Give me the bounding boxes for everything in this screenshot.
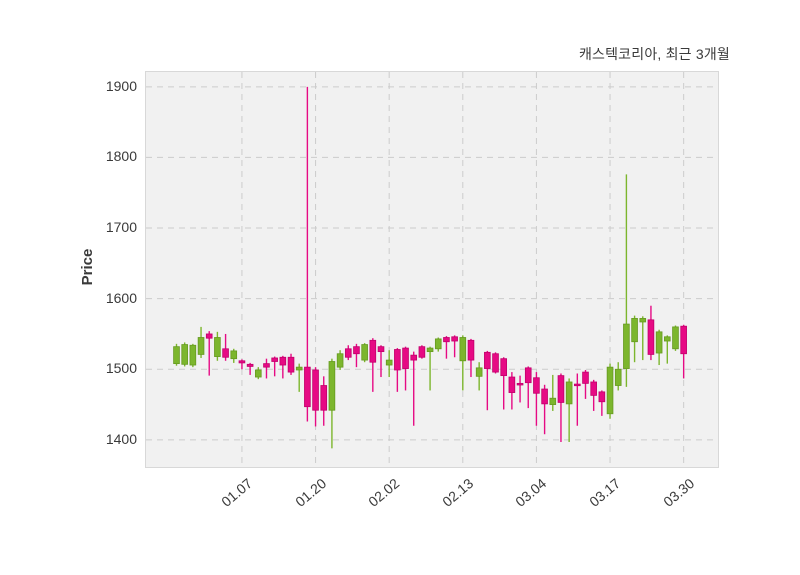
x-tick-label: 02.02 bbox=[365, 475, 403, 510]
candle bbox=[255, 367, 262, 380]
candle bbox=[516, 375, 524, 403]
candle bbox=[549, 374, 557, 411]
candle bbox=[426, 346, 434, 391]
candle bbox=[664, 335, 671, 364]
y-tick-label: 1900 bbox=[105, 77, 137, 94]
candle bbox=[320, 376, 328, 426]
candle bbox=[181, 342, 188, 367]
x-tick-label: 03.04 bbox=[512, 475, 550, 510]
candle bbox=[246, 362, 254, 375]
candle bbox=[492, 352, 499, 374]
candle bbox=[344, 345, 352, 361]
candle bbox=[230, 348, 238, 363]
y-tick-label: 1800 bbox=[105, 148, 137, 165]
candle bbox=[508, 372, 516, 410]
candle bbox=[590, 379, 597, 411]
candle bbox=[369, 338, 377, 392]
candle bbox=[524, 366, 532, 409]
candle bbox=[385, 350, 393, 378]
candle bbox=[614, 362, 622, 391]
candle bbox=[197, 326, 205, 358]
candle bbox=[500, 357, 507, 410]
candle bbox=[467, 338, 475, 378]
candle bbox=[418, 345, 426, 359]
candle bbox=[557, 373, 565, 442]
candle bbox=[598, 390, 606, 416]
x-tick-label: 03.17 bbox=[586, 475, 624, 510]
candle bbox=[336, 350, 344, 370]
candle bbox=[304, 86, 311, 422]
candle bbox=[443, 336, 450, 359]
y-tick-label: 1400 bbox=[105, 430, 137, 447]
candle bbox=[631, 315, 638, 363]
candle bbox=[377, 345, 385, 378]
plot-area bbox=[145, 71, 719, 468]
candle bbox=[328, 358, 336, 449]
candle bbox=[451, 335, 458, 358]
x-tick-label: 03.30 bbox=[659, 475, 697, 510]
candle bbox=[434, 337, 442, 352]
candle bbox=[647, 305, 655, 361]
candle bbox=[205, 331, 213, 376]
candle bbox=[574, 373, 581, 426]
candle bbox=[189, 343, 197, 368]
chart-title: 캐스텍코리아, 최근 3개월 bbox=[578, 46, 730, 62]
candle bbox=[672, 325, 679, 351]
candle bbox=[279, 355, 287, 379]
candle bbox=[639, 316, 647, 361]
x-tick-label: 01.20 bbox=[291, 475, 329, 510]
y-tick-label: 1500 bbox=[105, 360, 137, 377]
candle bbox=[238, 359, 246, 370]
candle bbox=[353, 343, 360, 368]
candle bbox=[582, 369, 589, 399]
candle bbox=[623, 174, 630, 387]
candle bbox=[263, 358, 270, 379]
candle bbox=[606, 363, 614, 419]
candle bbox=[214, 331, 221, 361]
candle bbox=[410, 351, 418, 426]
candle bbox=[655, 329, 663, 366]
candle bbox=[680, 324, 687, 379]
candle bbox=[394, 348, 401, 392]
candle bbox=[361, 343, 368, 363]
candle bbox=[541, 384, 548, 435]
candle bbox=[402, 346, 409, 391]
candle bbox=[173, 343, 180, 366]
x-tick-label: 02.13 bbox=[438, 475, 477, 510]
y-tick-label: 1600 bbox=[105, 289, 137, 306]
candle bbox=[312, 367, 319, 427]
candlestick-svg bbox=[146, 72, 717, 466]
candle bbox=[287, 353, 295, 375]
x-tick-label: 01.07 bbox=[218, 475, 256, 510]
candle bbox=[295, 363, 303, 392]
candle bbox=[484, 350, 491, 411]
candle bbox=[271, 356, 278, 377]
candle bbox=[565, 378, 573, 442]
candle bbox=[533, 372, 540, 426]
candle bbox=[459, 335, 467, 391]
y-tick-label: 1700 bbox=[105, 219, 137, 236]
candle bbox=[222, 333, 229, 361]
candle bbox=[475, 362, 483, 391]
